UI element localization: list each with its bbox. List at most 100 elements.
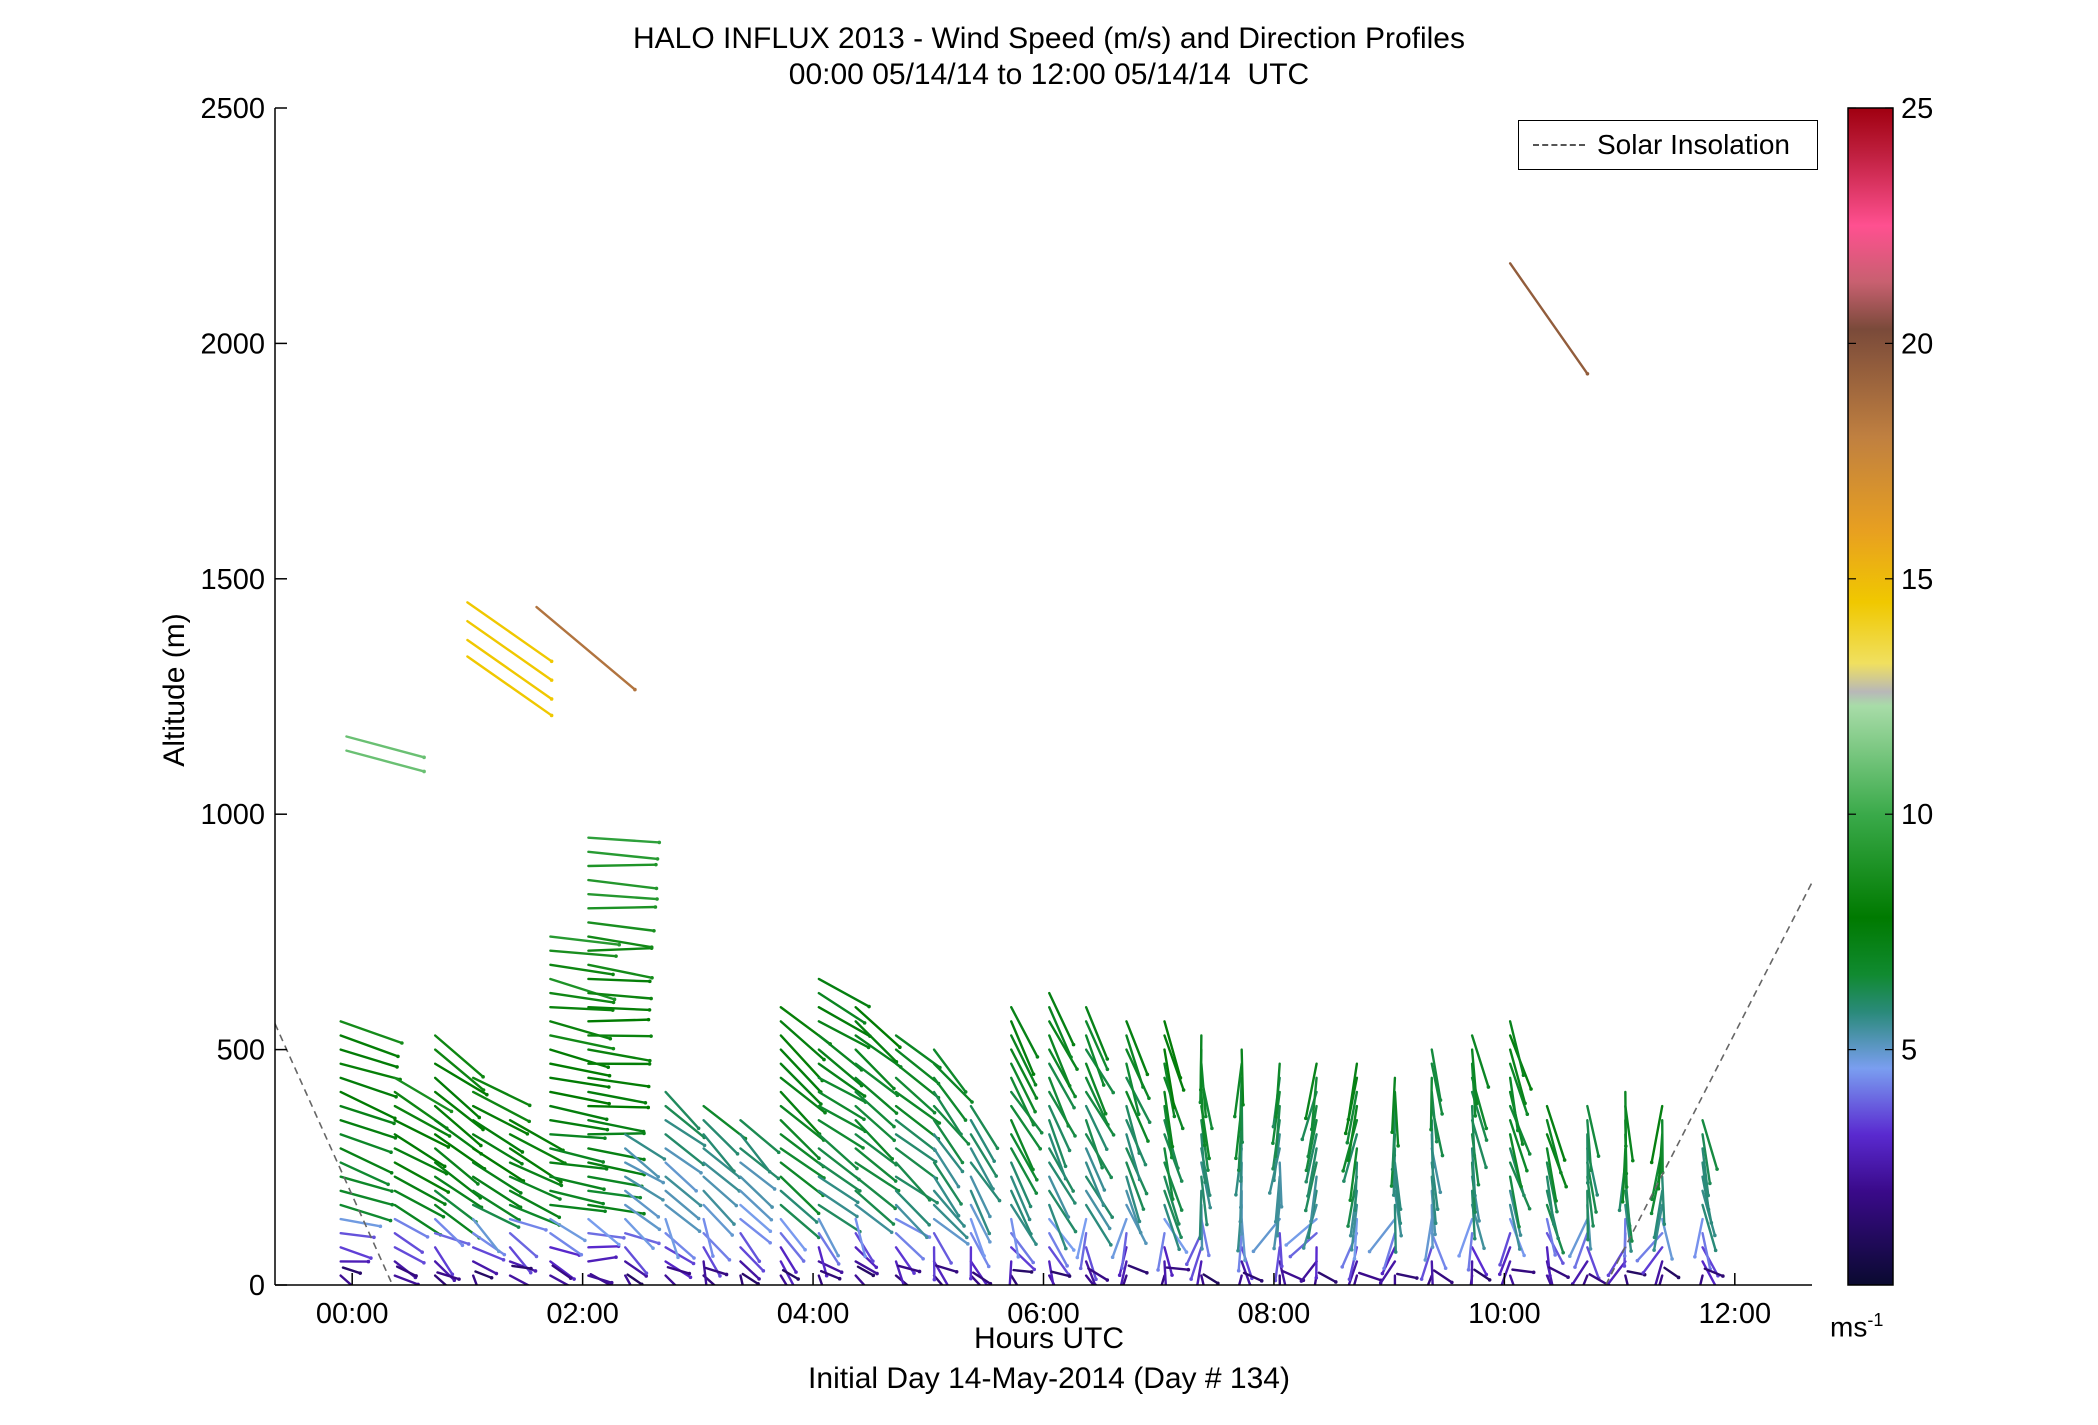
wind-barb-tip [609,1280,614,1285]
wind-barb [1396,1272,1419,1280]
wind-barb-tip [1431,1165,1435,1169]
wind-barb [339,1034,400,1058]
wind-barb-tip [861,1146,865,1150]
wind-barb [1242,1271,1263,1283]
wind-barb-tip [1102,1188,1107,1192]
wind-barb-tip [392,1121,396,1126]
wind-barb-tip [1029,1232,1033,1236]
wind-barb-tip [988,1281,993,1285]
wind-barb [471,1147,525,1183]
wind-barb-tip [1071,1189,1075,1193]
wind-barb [779,1034,824,1082]
wind-barb [854,1203,893,1234]
wind-barb-tip [855,1214,859,1219]
wind-barb [1010,1076,1035,1126]
wind-barb-tip [425,1235,430,1239]
wind-barb [1508,262,1589,375]
wind-barb-tip [1184,1250,1189,1254]
wind-barb [471,1203,520,1229]
wind-barb-tip [1271,1124,1276,1129]
wind-barb [817,1090,866,1121]
wind-barb [508,1189,561,1219]
wind-barb [1274,1104,1281,1158]
wind-barb [1199,1034,1203,1092]
wind-barb-tip [1353,1208,1358,1213]
wind-barb [508,1274,531,1285]
wind-barb-tip [1594,1210,1598,1214]
wind-barb-tip [608,1036,613,1041]
wind-barb-tip [1656,1186,1661,1191]
wind-barb [1122,1274,1128,1285]
wind-barb-tip [602,1187,606,1192]
wind-barb [339,1104,396,1125]
wind-barb [433,1034,485,1079]
wind-barb [466,619,553,682]
wind-barb-tip [466,1242,471,1246]
wind-barb [1701,1232,1712,1271]
wind-barb [702,1203,734,1237]
wind-barb-tip [642,1157,646,1162]
wind-barb-tip [757,1259,762,1264]
wind-barb [549,963,615,976]
wind-barb [508,1175,562,1201]
wind-barb-tip [995,1146,1000,1151]
wind-barb [471,1161,523,1195]
wind-barb [471,1260,498,1275]
wind-barb [393,1104,451,1138]
wind-barb [1163,1203,1181,1251]
wind-barb [664,1217,680,1259]
wind-barb [1470,1034,1490,1089]
wind-barb [1470,1260,1474,1285]
wind-barb-tip [1443,1266,1448,1271]
wind-barb-tip [1156,1268,1160,1272]
wind-barb [739,1260,761,1281]
wind-barb [1079,1232,1088,1270]
wind-barb-tip [1101,1083,1106,1087]
wind-barb [1084,1147,1106,1192]
wind-barb-tip [605,1127,610,1132]
wind-barb [1382,1232,1397,1270]
wind-barb [549,935,621,946]
wind-barb-tip [855,1200,860,1205]
wind-barb-tip [1035,1055,1040,1059]
wind-barb [1393,1104,1397,1157]
wind-barb [894,1076,936,1114]
wind-barb-tip [1073,1229,1078,1234]
wind-barb [779,1274,788,1285]
wind-barb-tip [1120,1266,1124,1270]
wind-barb-tip [1304,1168,1309,1173]
wind-barb-tip [954,1269,959,1274]
wind-barb [739,1175,774,1209]
wind-barb-tip [1527,1152,1532,1156]
wind-barb-tip [649,1034,653,1038]
wind-barb-tip [724,1272,729,1277]
wind-barb-tip [1517,1224,1521,1229]
wind-barb-tip [1314,1276,1319,1280]
wind-barb-tip [1555,1209,1559,1214]
wind-barb-tip [1484,1126,1489,1131]
wind-barb [1237,1274,1243,1285]
wind-barb-tip [1396,1144,1400,1148]
wind-barb [779,1090,821,1136]
wind-barb-tip [1474,1101,1479,1106]
wind-barb-tip [527,1119,532,1124]
wind-barb-tip [892,1086,896,1091]
wind-barb-tip [1109,1243,1113,1247]
wind-barb-tip [1566,1275,1570,1280]
wind-barb [1310,1076,1318,1131]
wind-barb-tip [1299,1279,1304,1283]
wind-barb [339,1203,392,1222]
wind-barb [433,1175,483,1209]
wind-barb [1309,1175,1318,1223]
wind-barb [1642,1246,1664,1275]
wind-barb [1163,1246,1174,1277]
wind-barb-tip [654,862,658,867]
wind-barb [932,1119,964,1164]
wind-barb-tip [793,1286,797,1290]
wind-barb [702,1147,741,1179]
wind-barb [433,1104,483,1147]
wind-barb [549,1217,587,1242]
x-axis-label: Hours UTC [973,1322,1124,1355]
colorbar-tick-label: 25 [1901,93,1933,125]
wind-barb-tip [657,840,662,845]
